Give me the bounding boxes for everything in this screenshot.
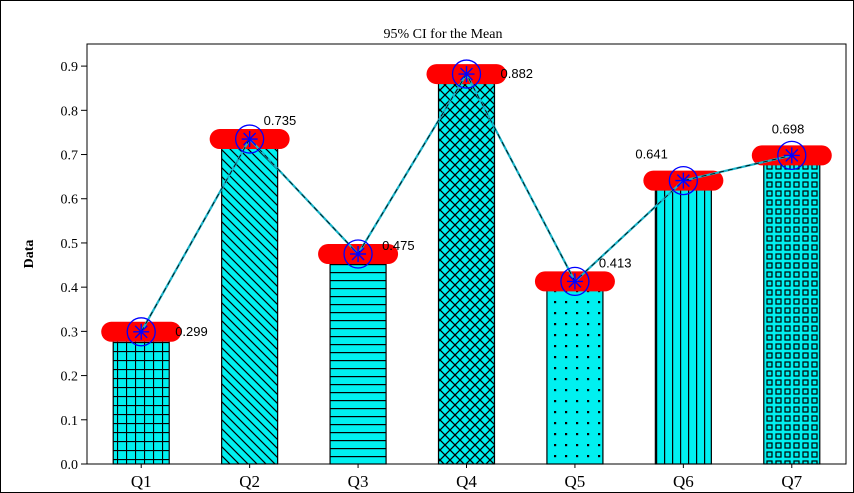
y-tick-label: 0.5 xyxy=(61,237,79,252)
x-tick-label-q5: Q5 xyxy=(565,472,586,491)
y-tick-label: 0.6 xyxy=(61,193,79,208)
bar-q5 xyxy=(546,289,604,465)
markers-group xyxy=(126,59,807,347)
value-label-q6: 0.641 xyxy=(635,147,668,162)
mean-marker-q4 xyxy=(451,59,482,89)
bar-q1 xyxy=(112,339,170,465)
chart-title: 95% CI for the Mean xyxy=(384,27,503,42)
value-label-q2: 0.735 xyxy=(264,113,297,128)
x-tick-label-q7: Q7 xyxy=(781,472,802,491)
y-axis-label: Data xyxy=(22,240,37,269)
mean-marker-q3 xyxy=(343,239,373,269)
y-tick-label: 0.8 xyxy=(61,104,79,119)
y-tick-label: 0.1 xyxy=(61,414,79,429)
value-label-q5: 0.413 xyxy=(599,255,632,270)
value-labels-group: 0.299 0.735 0.475 0.882 0.413 0.641 0.698 xyxy=(175,66,804,339)
mean-marker-q6 xyxy=(668,165,699,196)
y-tick-label: 0.0 xyxy=(61,458,79,473)
y-tick-label: 0.9 xyxy=(61,60,79,75)
value-label-q1: 0.299 xyxy=(175,324,208,339)
x-tick-label-q2: Q2 xyxy=(239,472,260,491)
x-tick-label-q3: Q3 xyxy=(348,472,369,491)
x-tick-label-q6: Q6 xyxy=(673,472,694,491)
y-tick-label: 0.4 xyxy=(61,281,79,296)
y-tick-label: 0.2 xyxy=(61,370,79,385)
y-tick-label: 0.7 xyxy=(61,149,79,164)
bar-q3 xyxy=(329,262,387,465)
y-axis: 0.0 0.1 0.2 0.3 0.4 0.5 0.6 0.7 0.8 0.9 xyxy=(61,60,87,473)
mean-marker-q7 xyxy=(777,140,807,171)
bar-q6 xyxy=(654,188,712,465)
mean-marker-q1 xyxy=(126,317,156,347)
x-tick-label-q4: Q4 xyxy=(456,472,477,491)
value-label-q7: 0.698 xyxy=(772,121,805,136)
value-label-q4: 0.882 xyxy=(501,66,534,81)
bar-q4 xyxy=(437,82,496,465)
x-tick-label-q1: Q1 xyxy=(131,472,152,491)
y-tick-label: 0.3 xyxy=(61,325,79,340)
bars-group xyxy=(112,82,821,465)
bar-q2 xyxy=(221,147,279,465)
mean-marker-q5 xyxy=(560,266,590,297)
mean-marker-q2 xyxy=(234,124,265,154)
value-label-q3: 0.475 xyxy=(382,238,415,253)
bar-q7 xyxy=(763,163,821,465)
x-axis: Q1 Q2 Q3 Q4 Q5 Q6 Q7 xyxy=(131,464,803,491)
